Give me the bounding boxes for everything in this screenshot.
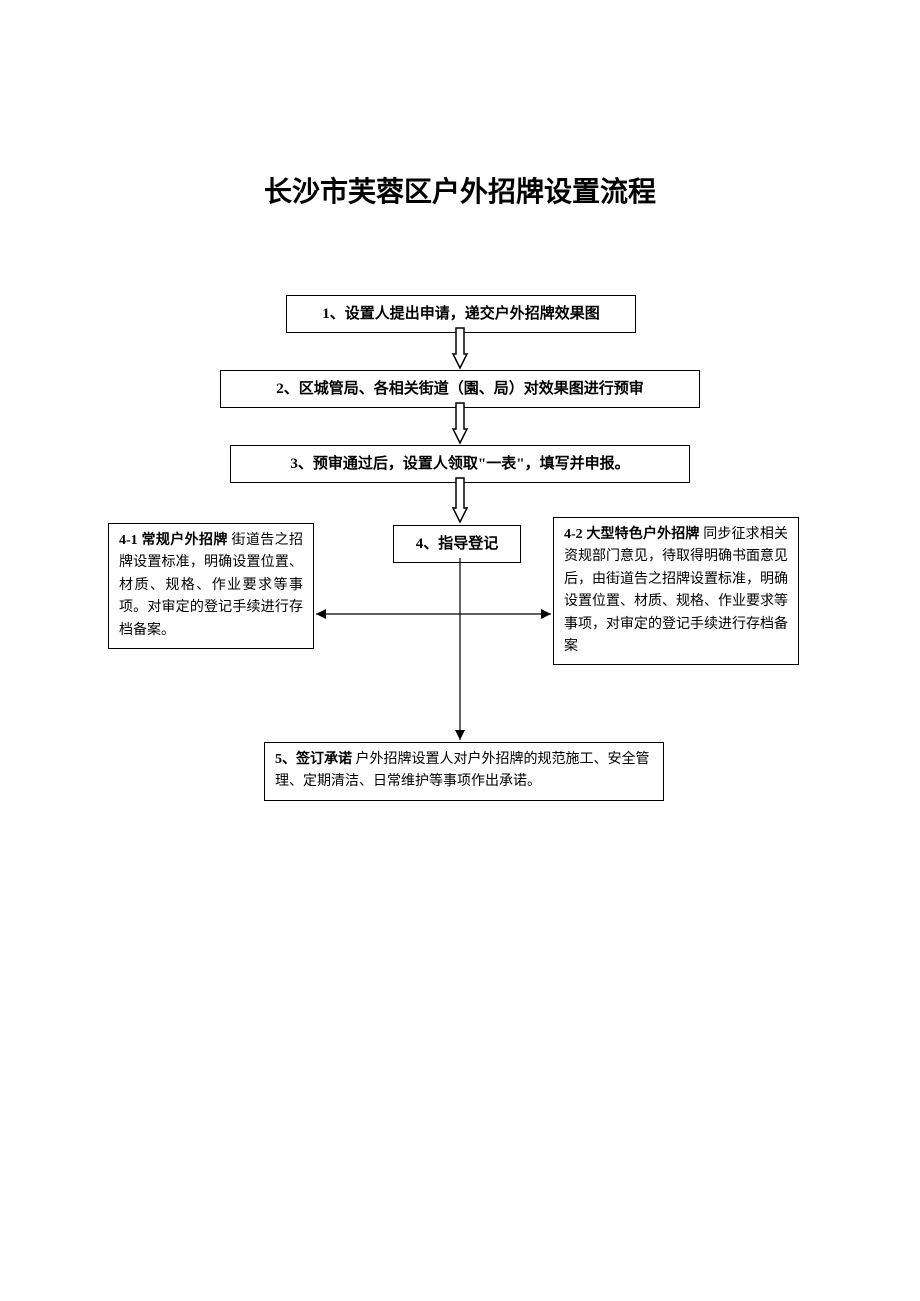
flow-node-5: 5、签订承诺 户外招牌设置人对户外招牌的规范施工、安全管理、定期清洁、日常维护等… [264, 742, 664, 801]
node-4-1-rest: 街道告之招牌设置标准，明确设置位置、材质、规格、作业要求等事项。对审定的登记手续… [119, 533, 303, 638]
page-title: 长沙市芙蓉区户外招牌设置流程 [0, 170, 920, 210]
flow-node-4-1: 4-1 常规户外招牌 街道告之招牌设置标准，明确设置位置、材质、规格、作业要求等… [108, 523, 314, 649]
node-2-text: 2、区城管局、各相关街道（園、局）对效果图进行预审 [276, 381, 644, 397]
node-3-text: 3、预审通过后，设置人领取"一表"，填写并申报。 [290, 456, 629, 472]
node-4-text: 4、指导登记 [416, 536, 499, 552]
node-1-text: 1、设置人提出申请，递交户外招牌效果图 [322, 306, 600, 322]
flow-node-4-2: 4-2 大型特色户外招牌 同步征求相关资规部门意见，待取得明确书面意见后，由街道… [553, 517, 799, 665]
node-4-1-bold: 4-1 常规户外招牌 [119, 533, 228, 548]
flow-node-4: 4、指导登记 [393, 525, 521, 563]
flow-node-1: 1、设置人提出申请，递交户外招牌效果图 [286, 295, 636, 333]
flow-node-2: 2、区城管局、各相关街道（園、局）对效果图进行预审 [220, 370, 700, 408]
node-4-2-rest: 同步征求相关资规部门意见，待取得明确书面意见后，由街道告之招牌设置标准，明确设置… [564, 527, 788, 654]
node-4-2-bold: 4-2 大型特色户外招牌 [564, 527, 700, 542]
flow-node-3: 3、预审通过后，设置人领取"一表"，填写并申报。 [230, 445, 690, 483]
node-5-bold: 5、签订承诺 [275, 752, 352, 767]
